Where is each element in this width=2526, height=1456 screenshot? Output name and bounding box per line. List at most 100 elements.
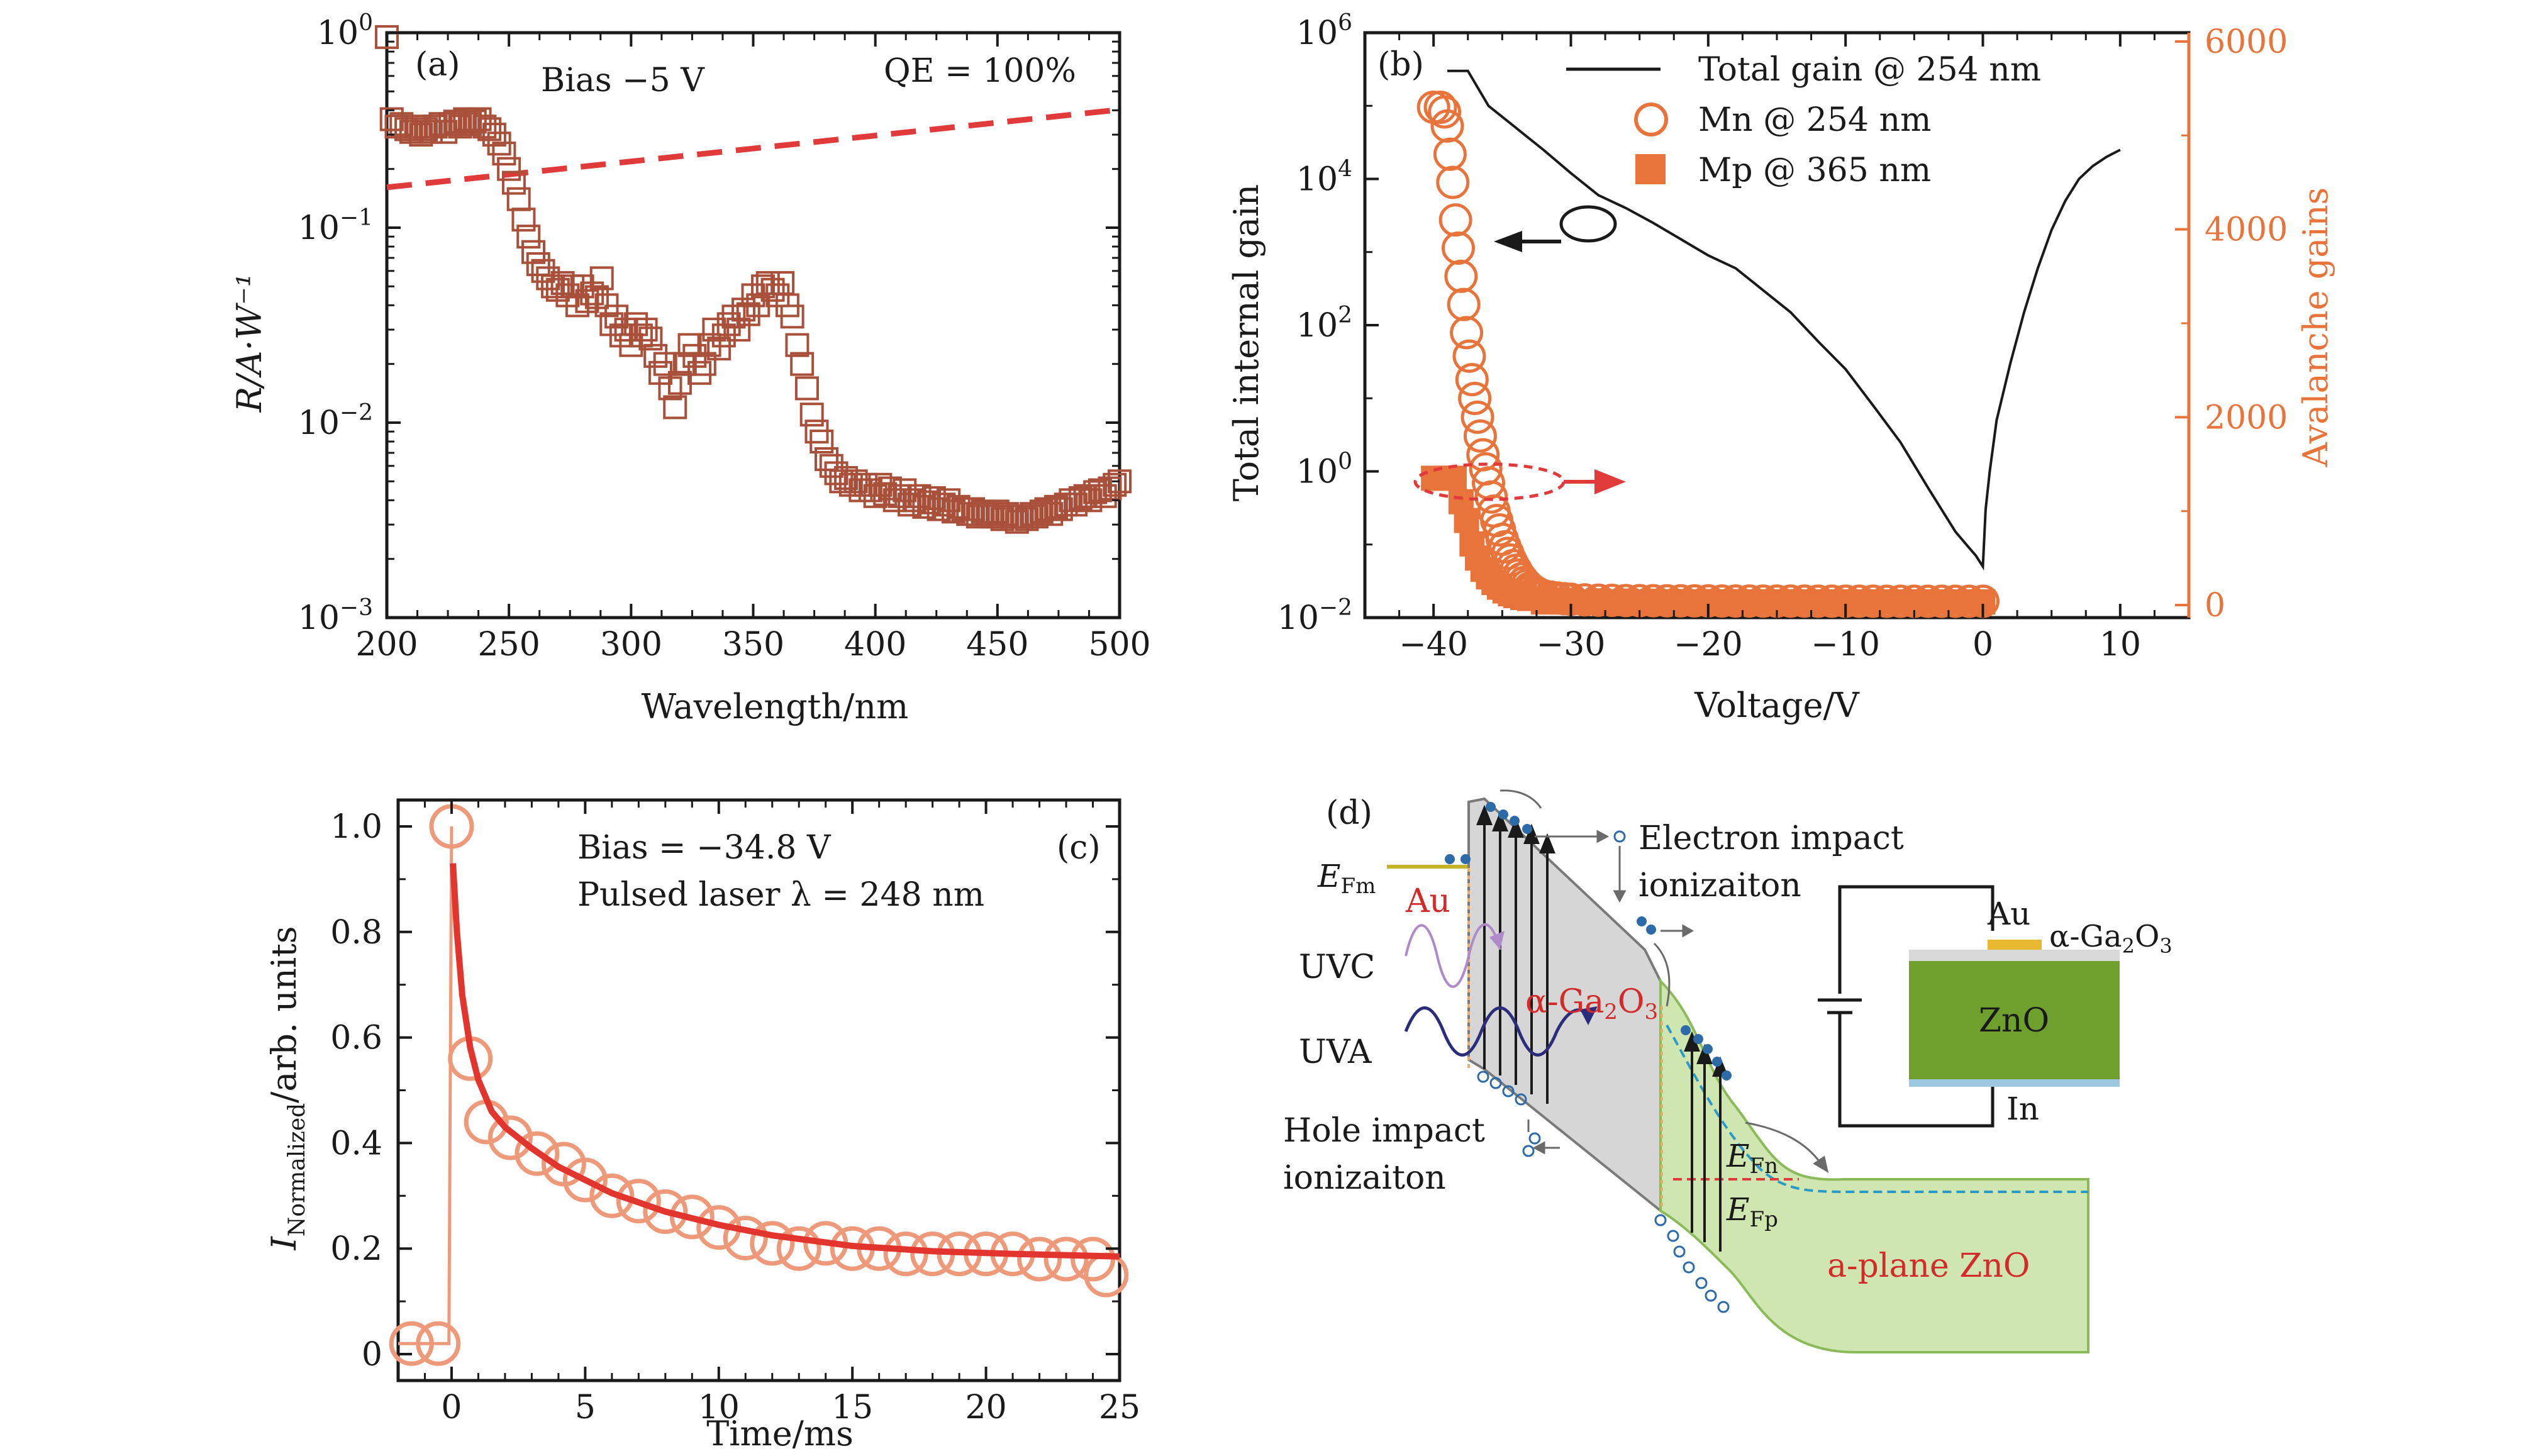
mn-point [1650,584,1684,618]
c-y-tick-label: 0.8 [330,914,382,952]
responsivity-point [511,208,536,232]
mn-point [1856,584,1890,618]
c-y-tick-label: 1.0 [330,808,382,846]
aplane-zno-label: a-plane ZnO [1827,1247,2030,1285]
panel-c-ylabel: INormalized/arb. units [264,926,310,1250]
photocurrent-point [669,1194,715,1240]
responsivity-point [810,430,834,454]
c-x-tick-label: 10 [698,1389,740,1426]
responsivity-point [785,333,810,357]
total-gain-line [1447,69,2121,571]
a-x-tick-label: 350 [722,626,784,664]
b-y-right-tick-label: 4000 [2205,211,2288,249]
photocurrent-point [416,1321,461,1366]
photocurrent-point [750,1221,795,1266]
responsivity-point [790,352,815,376]
efm-label: EFm [1317,858,1376,899]
responsivity-point [492,142,516,166]
responsivity-point [1103,472,1127,497]
responsivity-point [497,157,521,181]
photocurrent-point [643,1189,688,1234]
decay-fit-line [450,863,1120,1260]
uva-wave [1404,1006,1590,1057]
a-x-tick-label: 250 [478,626,540,664]
efn-line [1666,1025,2088,1193]
zno-excitation-arrows [1684,1031,1728,1252]
responsivity-point [780,304,804,329]
panel-a: 200 250 300 350 400 450 500 100 10−1 10−2 10−3 (a)… [230,10,1151,726]
responsivity-point [638,326,663,351]
panel-a-ylabel: R/A·W⁻¹ [230,274,269,413]
b-y-right-tick-label: 6000 [2205,23,2288,61]
hole-impact-label-1: Hole impact [1283,1112,1485,1150]
arrow-right-head [1594,469,1626,494]
panel-d-label: (d) [1326,794,1372,832]
a-y-tick-label: 10−2 [298,400,373,442]
panel-b-ylabel-left: Total internal gain [1227,184,1266,501]
panel-b-xlabel: Voltage/V [1694,686,1859,725]
c-y-tick-label: 0.4 [330,1125,382,1162]
panel-b-legend: Total gain @ 254 nm Mn @ 254 nm Mp @ 365… [1566,51,2041,189]
legend-mn-marker [1634,103,1668,136]
responsivity-point [653,352,677,376]
panel-a-label: (a) [415,46,460,84]
photocurrent-point [515,1131,560,1176]
panel-a-bias: Bias −5 V [541,62,705,99]
b-x-tick-label: −30 [1537,626,1606,664]
panel-c-laser: Pulsed laser λ = 248 nm [577,876,984,914]
b-x-tick-label: 10 [2100,626,2141,664]
responsivity-point [799,403,824,427]
inset-in-layer [1909,1079,2120,1087]
responsivity-point [692,352,716,376]
ga2o3-label: α-Ga2O3 [1525,983,1658,1025]
photocurrent-point [776,1226,821,1271]
b-y-tick-label: 106 [1296,10,1352,52]
panel-b-label: (b) [1377,46,1424,84]
panel-b-arrow-left [1494,205,1617,252]
photocurrent-point [616,1179,661,1224]
photocurrent-point [487,1115,533,1160]
qe-100-line [386,106,1120,191]
uva-wave-arrowhead [1580,1006,1598,1025]
mn-point [1474,480,1508,514]
electrons [1445,802,1732,1081]
au-label: Au [1405,882,1450,920]
process-arrows [1499,789,1829,1174]
responsivity-point [707,336,732,361]
mp-point [1454,508,1479,533]
mn-point [1567,583,1601,617]
mn-point [1447,287,1481,321]
c-y-tick-label: 0.2 [330,1230,382,1268]
mn-point [1678,584,1711,618]
mn-point [1436,165,1470,199]
responsivity-point [589,266,614,291]
electron-impact-label-1: Electron impact [1639,820,1904,857]
panel-b-ylabel-right: Avalanche gains [2296,187,2335,467]
mn-point [1664,584,1698,618]
mn-point [1438,203,1472,237]
mn-point [1746,584,1780,618]
panel-b-arrow-right [1413,462,1626,501]
c-x-tick-label: 20 [965,1389,1007,1426]
c-x-tick-label: 25 [1099,1389,1140,1426]
mn-point [1815,584,1849,618]
pulse-rise-line [398,826,453,1345]
c-x-tick-label: 15 [832,1389,873,1426]
mn-point [1609,584,1643,618]
holes [1477,830,1730,1313]
mn-point [1463,419,1497,453]
responsivity-point [516,225,541,249]
mn-point [1705,584,1739,618]
inset-au-label: Au [1987,896,2030,932]
efp-label: EFp [1726,1191,1778,1232]
mn-point [1911,584,1945,618]
photocurrent-point [723,1215,768,1260]
inset-zno-label: ZnO [1979,1002,2049,1040]
b-x-tick-label: −40 [1399,626,1468,664]
total-gain-ellipse [1559,205,1617,243]
mn-point [1637,584,1670,618]
mn-point [1430,109,1464,143]
panel-b: −40 −30 −20 −10 0 10 106 104 102 100 10−2 6000 4000 2… [1227,10,2335,725]
inset-circuit-wire [1838,885,1995,994]
